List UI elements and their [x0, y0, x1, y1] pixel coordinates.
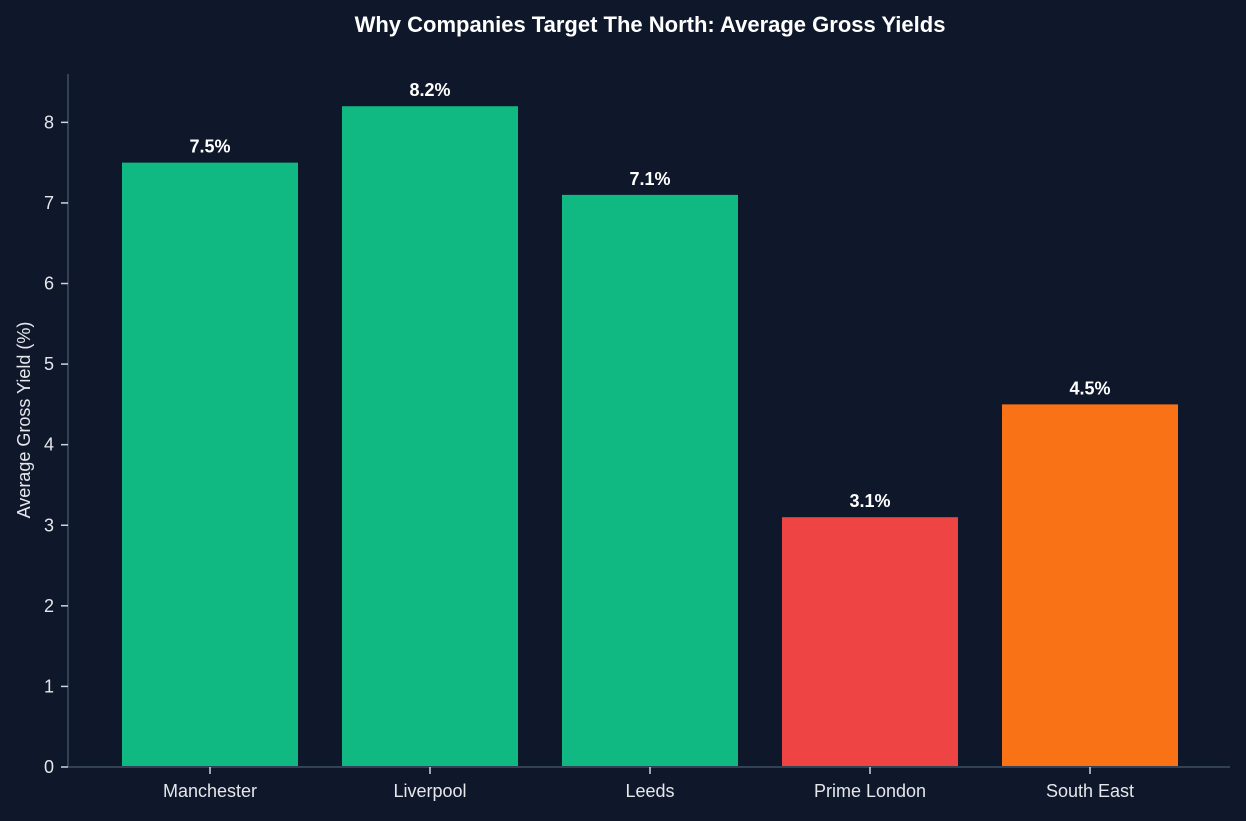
y-tick-label: 6 — [44, 274, 54, 294]
y-tick-label: 1 — [44, 676, 54, 696]
y-tick-label: 7 — [44, 193, 54, 213]
plot-area: 7.5% 8.2% 7.1% 3.1% 4.5% 0 1 2 3 4 5 6 7 8 Manchester L… — [44, 74, 1230, 801]
bar — [782, 517, 958, 767]
y-tick-label: 0 — [44, 757, 54, 777]
data-label: 8.2% — [409, 80, 450, 100]
bar — [122, 162, 298, 768]
data-label: 4.5% — [1069, 378, 1110, 398]
y-tick-label: 5 — [44, 354, 54, 374]
bar — [562, 194, 738, 768]
x-tick-label: Manchester — [163, 781, 257, 801]
x-tick-label: South East — [1046, 781, 1134, 801]
data-label: 3.1% — [849, 491, 890, 511]
y-tick-label: 3 — [44, 515, 54, 535]
data-label: 7.1% — [629, 169, 670, 189]
y-tick-label: 2 — [44, 596, 54, 616]
y-tick-label: 8 — [44, 112, 54, 132]
x-tick-label: Liverpool — [393, 781, 466, 801]
bar — [1002, 404, 1178, 767]
y-tick-label: 4 — [44, 435, 54, 455]
x-tick-label: Leeds — [625, 781, 674, 801]
chart-title: Why Companies Target The North: Average … — [355, 12, 946, 37]
x-tick-label: Prime London — [814, 781, 926, 801]
data-label: 7.5% — [189, 137, 230, 157]
y-axis-label: Average Gross Yield (%) — [14, 322, 34, 519]
bar — [342, 106, 518, 768]
